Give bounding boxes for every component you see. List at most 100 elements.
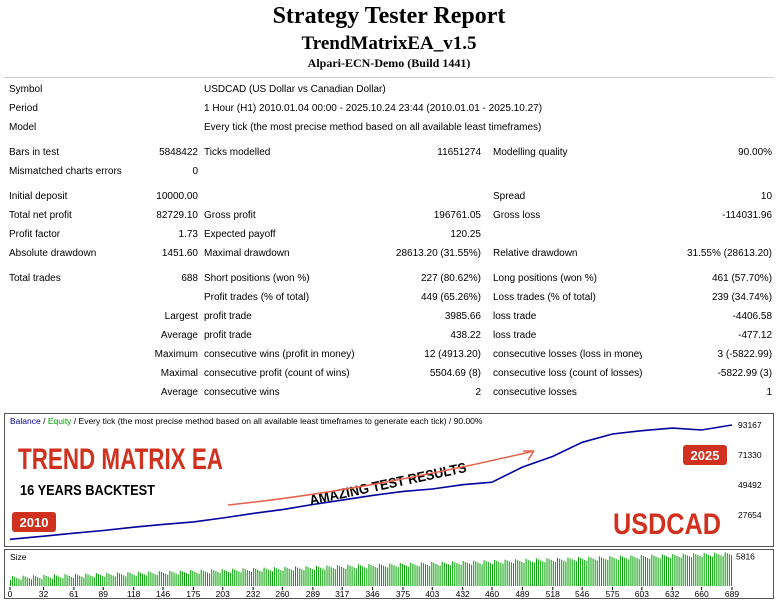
y-tick-label: 93167 <box>738 420 762 430</box>
size-bar <box>682 553 684 586</box>
label: consecutive wins (profit in money) <box>204 349 355 360</box>
size-bar <box>64 574 66 586</box>
size-bar <box>324 569 326 586</box>
start-year-badge <box>12 512 56 532</box>
size-bar <box>615 558 617 586</box>
size-bar <box>672 554 674 586</box>
size-bar <box>286 567 288 586</box>
size-bar <box>223 569 225 586</box>
size-bar <box>525 558 527 586</box>
size-bar <box>697 555 699 586</box>
size-bar <box>39 578 41 586</box>
size-bar <box>716 553 718 586</box>
label: Ticks modelled <box>204 147 271 158</box>
size-bar <box>418 566 420 586</box>
size-bar <box>72 577 74 586</box>
size-y-tick: 5816 <box>736 551 755 561</box>
label: Initial deposit <box>9 191 68 202</box>
size-bar <box>557 557 558 586</box>
size-bar <box>603 558 605 586</box>
size-bar <box>592 558 594 586</box>
size-bar <box>653 555 655 586</box>
size-bar <box>607 560 609 586</box>
size-bar <box>339 566 340 586</box>
size-bar <box>272 571 273 586</box>
report-table: Symbol USDCAD (US Dollar vs Canadian Dol… <box>9 80 772 402</box>
size-bar <box>259 570 261 586</box>
x-tick-label: 575 <box>605 589 619 599</box>
size-bar <box>523 562 525 586</box>
size-bar <box>710 555 711 586</box>
size-bar <box>573 560 575 586</box>
size-bar <box>184 572 185 586</box>
size-bar <box>605 559 607 586</box>
size-bar <box>456 563 458 586</box>
size-bar <box>712 556 714 586</box>
size-bar <box>127 572 129 586</box>
size-bar <box>58 576 60 586</box>
size-bar <box>45 575 47 586</box>
size-bar <box>412 563 414 586</box>
value: 196761.05 <box>433 210 481 221</box>
x-tick-label: 632 <box>665 589 679 599</box>
size-bar <box>582 559 584 586</box>
size-bar <box>638 559 640 586</box>
label: Maximal drawdown <box>204 248 290 259</box>
value: -5822.99 (3) <box>717 368 773 379</box>
x-tick-label: 603 <box>635 589 649 599</box>
size-bar <box>278 569 280 586</box>
size-bar <box>24 576 26 586</box>
row-mismatch: Mismatched charts errors 0 <box>9 162 772 181</box>
size-bar <box>326 565 328 586</box>
size-bar <box>158 571 160 586</box>
size-bar <box>494 559 496 586</box>
label: Total net profit <box>9 210 72 221</box>
size-bar <box>645 556 646 586</box>
size-bar <box>707 554 709 586</box>
x-axis: 0 32 61 89 118 146 175 203 232 260 289 317 346 375 403… <box>8 587 739 599</box>
size-bar <box>190 570 192 586</box>
size-bar <box>450 565 452 586</box>
size-bar <box>276 568 278 586</box>
label: Gross profit <box>204 210 256 221</box>
size-bar <box>406 565 408 586</box>
size-bar <box>632 556 634 586</box>
size-bar <box>81 576 83 586</box>
size-bar <box>408 566 410 586</box>
size-bar <box>594 559 596 586</box>
size-bar <box>536 558 537 586</box>
size-bar <box>508 561 510 586</box>
size-bar <box>619 555 621 586</box>
size-bar <box>261 571 263 586</box>
value: 688 <box>181 273 198 284</box>
size-bar <box>280 570 282 586</box>
size-bar <box>320 567 322 586</box>
size-bar <box>62 578 64 586</box>
size-bar <box>521 562 523 586</box>
size-bar <box>630 555 632 586</box>
size-bar <box>33 575 35 586</box>
size-bar <box>601 557 602 586</box>
size-bar <box>427 565 429 586</box>
size-bar <box>429 566 431 586</box>
size-bar <box>464 561 466 586</box>
size-bar <box>699 556 701 586</box>
label: Modelling quality <box>493 147 568 158</box>
size-bar <box>538 559 540 586</box>
value: 461 (57.70%) <box>711 273 773 284</box>
size-bar <box>309 568 311 586</box>
size-bar <box>422 563 424 586</box>
size-bar <box>131 574 133 586</box>
row-avg-consecutive: Average consecutive wins 2 consecutive l… <box>9 383 772 402</box>
size-bar <box>571 559 573 586</box>
size-bar <box>720 555 722 586</box>
size-bar <box>431 562 433 586</box>
size-bar <box>343 567 345 586</box>
size-bar <box>146 575 148 586</box>
size-bar <box>586 560 588 586</box>
size-bar <box>714 552 716 586</box>
size-bar <box>313 569 315 586</box>
size-bar <box>624 557 626 586</box>
size-bar <box>244 569 246 586</box>
size-bar <box>316 565 317 586</box>
